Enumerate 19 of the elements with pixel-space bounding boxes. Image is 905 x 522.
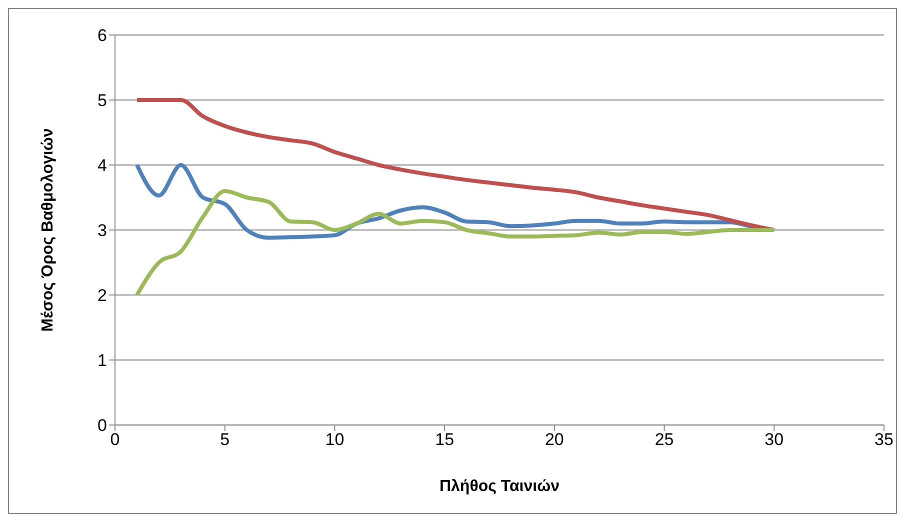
y-tick-label: 1 [98,351,107,370]
x-tick-label: 10 [325,430,344,450]
x-axis-title: Πλήθος Ταινιών [439,478,560,495]
y-tick-label: 2 [98,286,107,306]
y-tick-label: 3 [98,221,107,240]
x-tick-label: 0 [110,430,120,450]
line-series [134,98,776,232]
x-tick-label: 20 [544,430,564,450]
line-series [134,189,776,297]
x-tick-label: 30 [764,430,784,450]
x-tick-label: 15 [435,430,454,450]
y-tick-label: 0 [98,416,107,436]
x-tick-label: 25 [654,430,674,450]
y-axis-title: Μέσος Όρος Βαθμολογιών [40,128,57,332]
y-tick-label: 5 [98,91,107,110]
y-tick-label: 4 [98,156,107,176]
x-tick-label: 5 [220,430,230,450]
y-tick-label: 6 [98,26,107,46]
x-tick-label: 35 [874,430,894,450]
